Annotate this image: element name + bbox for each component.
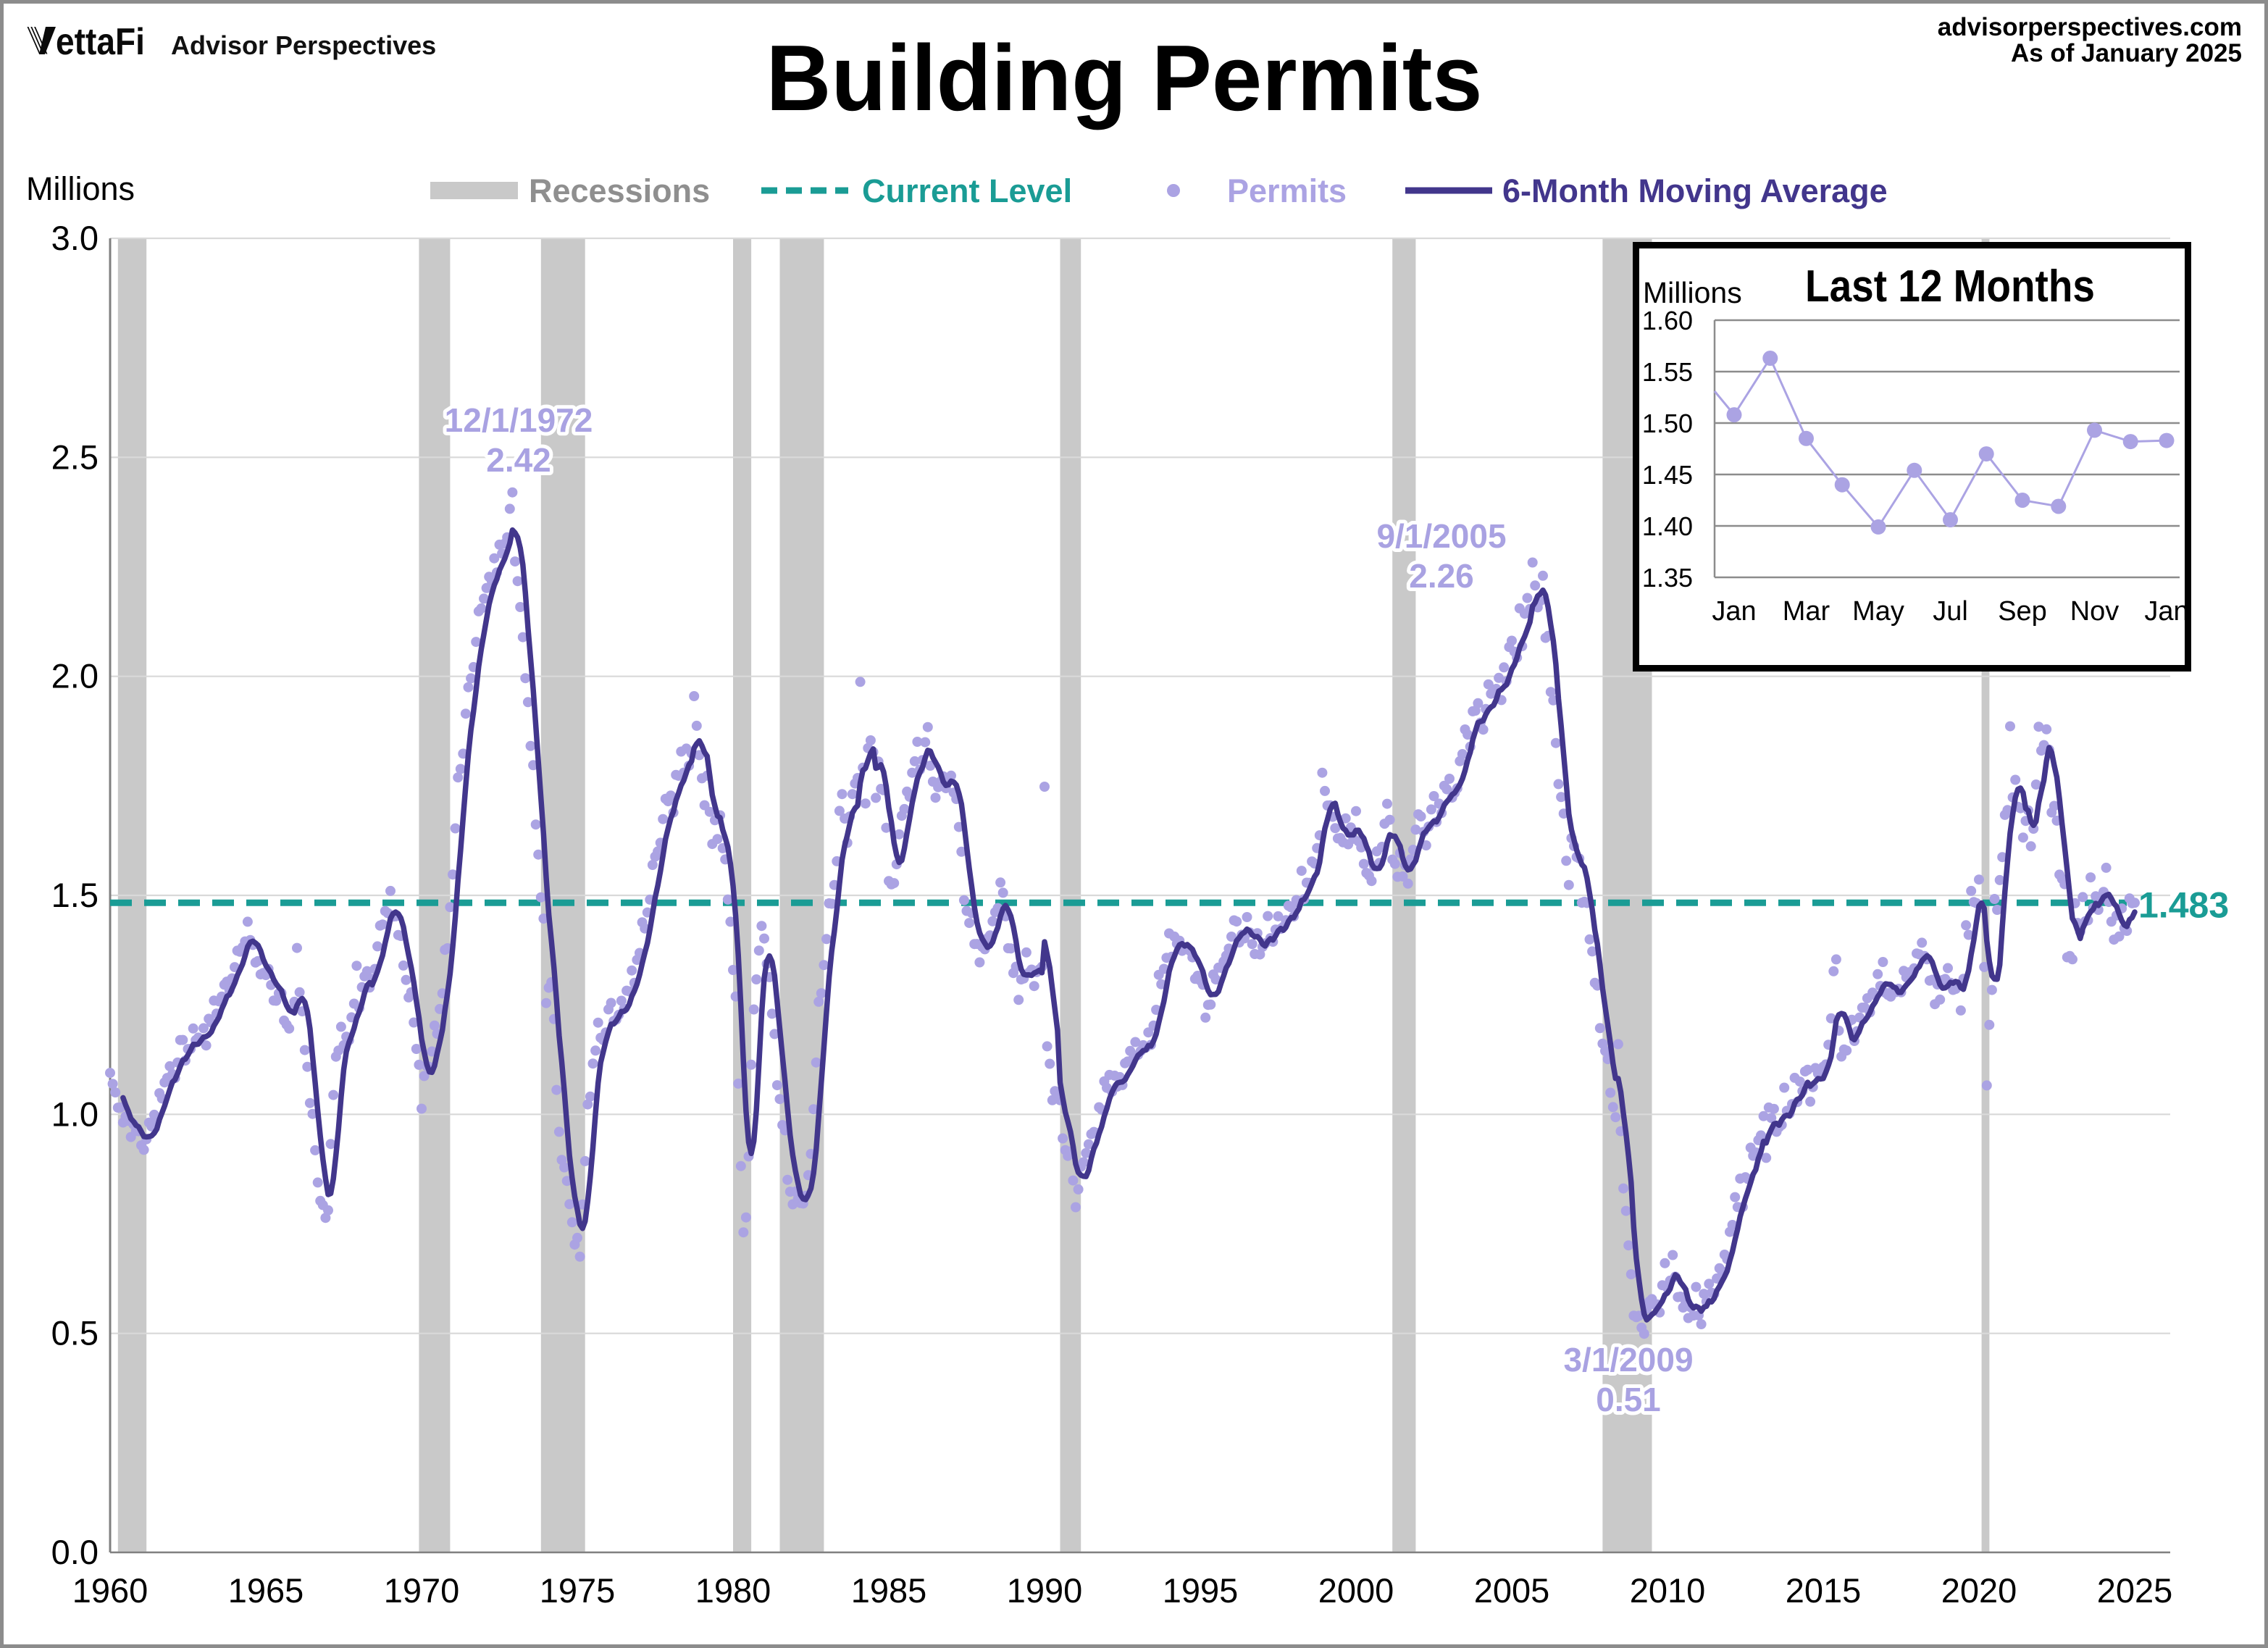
svg-text:1.45: 1.45 (1642, 460, 1693, 490)
svg-text:1.40: 1.40 (1642, 511, 1693, 541)
svg-text:Millions: Millions (26, 170, 135, 207)
svg-text:0.5: 0.5 (51, 1314, 99, 1352)
svg-text:2020: 2020 (1941, 1571, 2017, 1610)
svg-text:9/1/2005: 9/1/2005 (1376, 517, 1506, 555)
svg-text:1.35: 1.35 (1642, 563, 1693, 593)
svg-text:Millions: Millions (1643, 276, 1742, 309)
svg-text:2.42: 2.42 (486, 441, 551, 479)
svg-text:2015: 2015 (1786, 1571, 1862, 1610)
svg-text:1.55: 1.55 (1642, 357, 1693, 387)
svg-text:12/1/1972: 12/1/1972 (445, 401, 593, 439)
svg-text:Jan: Jan (2144, 596, 2188, 627)
svg-text:1985: 1985 (851, 1571, 927, 1610)
svg-text:2.26: 2.26 (1409, 557, 1474, 595)
svg-text:2.5: 2.5 (51, 438, 99, 476)
svg-text:1995: 1995 (1163, 1571, 1239, 1610)
svg-text:1.5: 1.5 (51, 876, 99, 914)
svg-text:Permits: Permits (1227, 172, 1347, 209)
svg-text:1.60: 1.60 (1642, 306, 1693, 335)
svg-text:3.0: 3.0 (51, 219, 99, 257)
svg-text:Last 12 Months: Last 12 Months (1805, 262, 2095, 311)
svg-text:1970: 1970 (384, 1571, 460, 1610)
svg-text:Jan: Jan (1712, 596, 1756, 627)
svg-text:2025: 2025 (2097, 1571, 2173, 1610)
svg-text:Mar: Mar (1783, 596, 1830, 627)
svg-text:Current Level: Current Level (862, 172, 1072, 209)
svg-text:1990: 1990 (1007, 1571, 1083, 1610)
svg-text:Nov: Nov (2070, 596, 2120, 627)
svg-text:0.0: 0.0 (51, 1533, 99, 1571)
svg-text:2010: 2010 (1630, 1571, 1706, 1610)
svg-text:1980: 1980 (695, 1571, 771, 1610)
svg-text:6-Month Moving Average: 6-Month Moving Average (1502, 172, 1888, 209)
svg-text:1.50: 1.50 (1642, 409, 1693, 438)
svg-text:advisorperspectives.com: advisorperspectives.com (1938, 13, 2242, 41)
svg-text:0.51: 0.51 (1596, 1381, 1661, 1418)
svg-text:May: May (1852, 596, 1904, 627)
svg-text:1.0: 1.0 (51, 1095, 99, 1133)
svg-text:1975: 1975 (540, 1571, 616, 1610)
svg-text:1960: 1960 (72, 1571, 148, 1610)
svg-text:1965: 1965 (228, 1571, 304, 1610)
svg-text:3/1/2009: 3/1/2009 (1563, 1341, 1693, 1379)
svg-text:2.0: 2.0 (51, 657, 99, 695)
svg-text:Sep: Sep (1998, 596, 2047, 627)
svg-text:Jul: Jul (1933, 596, 1968, 627)
svg-text:1.483: 1.483 (2138, 884, 2229, 925)
svg-text:Advisor Perspectives: Advisor Perspectives (171, 30, 436, 60)
svg-text:2005: 2005 (1474, 1571, 1550, 1610)
svg-text:ettaFi: ettaFi (56, 21, 145, 63)
svg-text:As of January 2025: As of January 2025 (2011, 39, 2242, 67)
svg-text:Building Permits: Building Permits (766, 26, 1483, 130)
svg-text:2000: 2000 (1318, 1571, 1394, 1610)
svg-text:Recessions: Recessions (529, 172, 710, 209)
